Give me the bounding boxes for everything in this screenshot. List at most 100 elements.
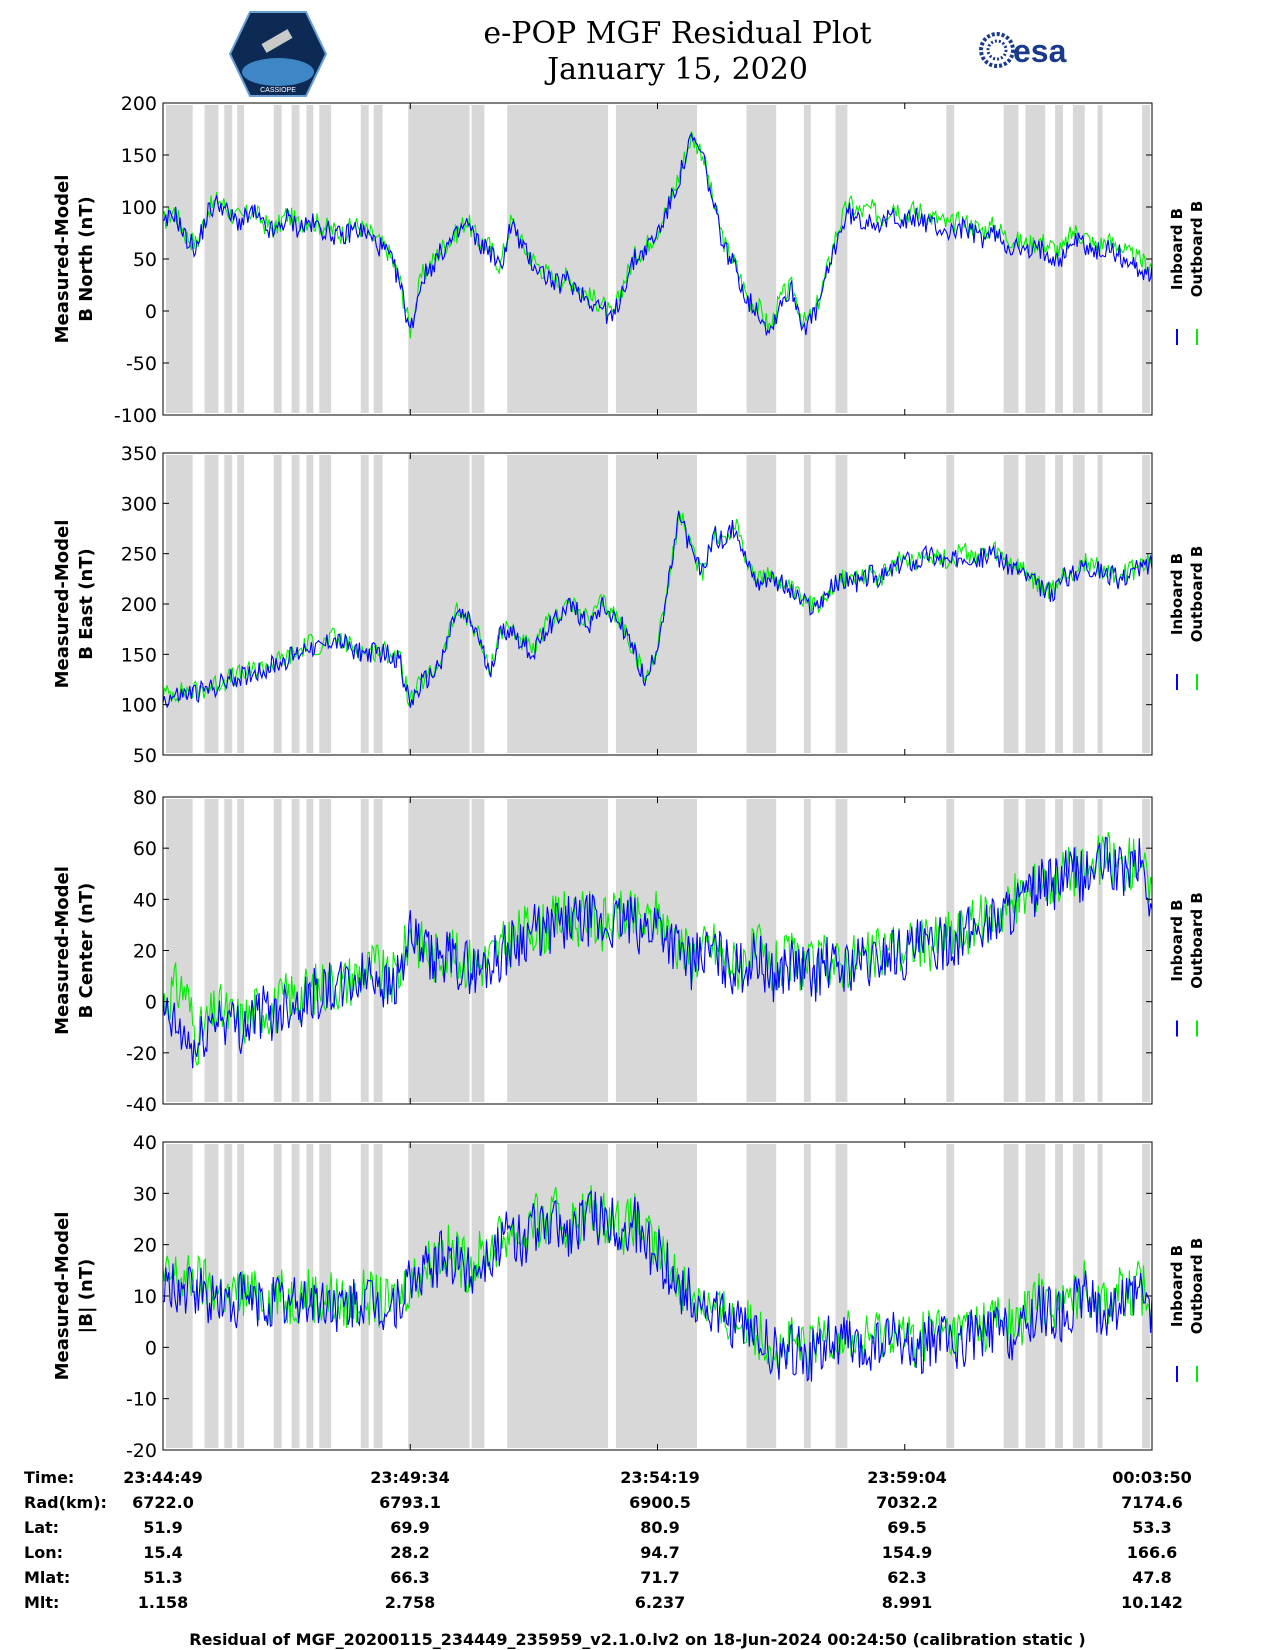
shaded-interval <box>306 455 314 753</box>
footer-cell: 7174.6 <box>1121 1493 1183 1512</box>
footer-cell: 166.6 <box>1126 1543 1178 1562</box>
y-tick-label: 30 <box>133 1183 157 1205</box>
shaded-interval <box>1072 799 1085 1102</box>
shaded-interval <box>507 1144 609 1448</box>
shaded-interval <box>803 1144 811 1448</box>
y-tick-label: 0 <box>145 301 157 323</box>
y-tick-label: 80 <box>133 787 157 809</box>
shaded-interval <box>471 1144 478 1448</box>
shaded-interval <box>746 105 777 413</box>
shaded-interval <box>946 799 955 1102</box>
footer-cell: 00:03:50 <box>1112 1468 1192 1487</box>
footer-cell: 7032.2 <box>876 1493 938 1512</box>
footer-cell: 51.9 <box>143 1518 183 1537</box>
y-tick-label: -100 <box>114 405 157 427</box>
shaded-interval <box>835 105 848 413</box>
footer-cell: 154.9 <box>881 1543 933 1562</box>
shaded-interval <box>507 455 609 753</box>
shaded-interval <box>291 105 300 413</box>
y-tick-label: 200 <box>121 93 157 115</box>
shaded-interval <box>1055 455 1063 753</box>
y-tick-label: 0 <box>145 1337 157 1359</box>
shaded-interval <box>803 455 811 753</box>
shaded-interval <box>319 105 332 413</box>
shaded-interval <box>946 105 955 413</box>
footer-cell: 2.758 <box>384 1593 436 1612</box>
shaded-interval <box>1097 105 1103 413</box>
legend-outboard-label: Outboard B <box>1188 201 1206 298</box>
series-line-inboard <box>162 836 1153 1069</box>
shaded-interval <box>373 455 383 753</box>
footer-row-label: Time: <box>24 1468 75 1487</box>
legend-inboard-label: Inboard B <box>1168 553 1186 635</box>
plot-title-line1: e-POP MGF Residual Plot <box>483 16 872 51</box>
shaded-interval <box>306 799 314 1102</box>
shaded-interval <box>1003 799 1019 1102</box>
shaded-interval <box>1025 105 1046 413</box>
shaded-interval <box>746 455 777 753</box>
shaded-interval <box>273 799 282 1102</box>
shaded-interval <box>373 105 383 413</box>
y-tick-label: -10 <box>126 1389 157 1411</box>
shaded-interval <box>408 455 470 753</box>
footer-caption: Residual of MGF_20200115_234449_235959_v… <box>189 1630 1086 1649</box>
footer-cell: 53.3 <box>1132 1518 1172 1537</box>
footer-cell: 15.4 <box>143 1543 183 1562</box>
y-tick-label: 60 <box>133 838 157 860</box>
y-axis-label-line2: B North (nT) <box>76 196 97 322</box>
cassiope-logo: CASSIOPE <box>228 11 328 97</box>
footer-cell: 23:54:19 <box>620 1468 700 1487</box>
shaded-interval <box>360 799 369 1102</box>
shaded-interval <box>477 799 485 1102</box>
shaded-interval <box>477 1144 485 1448</box>
footer-cell: 23:49:34 <box>370 1468 450 1487</box>
shaded-interval <box>360 105 369 413</box>
footer-cell: 62.3 <box>887 1568 927 1587</box>
shaded-interval <box>835 455 848 753</box>
legend-inboard-label: Inboard B <box>1168 208 1186 290</box>
shaded-interval <box>204 105 219 413</box>
shaded-interval <box>1097 455 1103 753</box>
shaded-interval <box>471 799 478 1102</box>
shaded-interval <box>471 105 478 413</box>
shaded-interval <box>273 105 282 413</box>
footer-cell: 47.8 <box>1132 1568 1172 1587</box>
y-tick-label: 150 <box>121 145 157 167</box>
footer-cell: 94.7 <box>640 1543 680 1562</box>
y-tick-label: 0 <box>145 992 157 1014</box>
footer-row-label: Mlat: <box>24 1568 71 1587</box>
footer-row-label: Lon: <box>24 1543 63 1562</box>
shaded-interval <box>946 1144 955 1448</box>
shaded-interval <box>507 105 609 413</box>
footer-cell: 6.237 <box>634 1593 686 1612</box>
shaded-interval <box>237 105 245 413</box>
footer-cell: 23:59:04 <box>867 1468 947 1487</box>
y-axis-label-line1: Measured-Model <box>52 175 73 344</box>
shaded-interval <box>1055 105 1063 413</box>
shaded-interval <box>204 799 219 1102</box>
shaded-interval <box>1025 799 1046 1102</box>
y-tick-label: 10 <box>133 1286 157 1308</box>
legend-outboard-label: Outboard B <box>1188 1238 1206 1335</box>
footer-cell: 69.9 <box>390 1518 430 1537</box>
footer-cell: 23:44:49 <box>123 1468 203 1487</box>
shaded-interval <box>1097 799 1103 1102</box>
shaded-interval <box>165 105 193 413</box>
footer-row-label: Lat: <box>24 1518 60 1537</box>
shaded-interval <box>224 799 233 1102</box>
shaded-interval <box>746 1144 777 1448</box>
shaded-interval <box>360 455 369 753</box>
shaded-interval <box>1003 105 1019 413</box>
legend-inboard-label: Inboard B <box>1168 1245 1186 1327</box>
shaded-interval <box>1003 1144 1019 1448</box>
legend-inboard-label: Inboard B <box>1168 899 1186 981</box>
y-axis-label-line2: B East (nT) <box>76 548 97 660</box>
shaded-interval <box>291 799 300 1102</box>
series-line-inboard <box>162 1189 1153 1382</box>
footer-cell: 69.5 <box>887 1518 927 1537</box>
y-axis-label-line1: Measured-Model <box>52 866 73 1035</box>
y-tick-label: 100 <box>121 197 157 219</box>
shaded-interval <box>1055 799 1063 1102</box>
footer-cell: 6722.0 <box>132 1493 194 1512</box>
footer-cell: 1.158 <box>137 1593 189 1612</box>
